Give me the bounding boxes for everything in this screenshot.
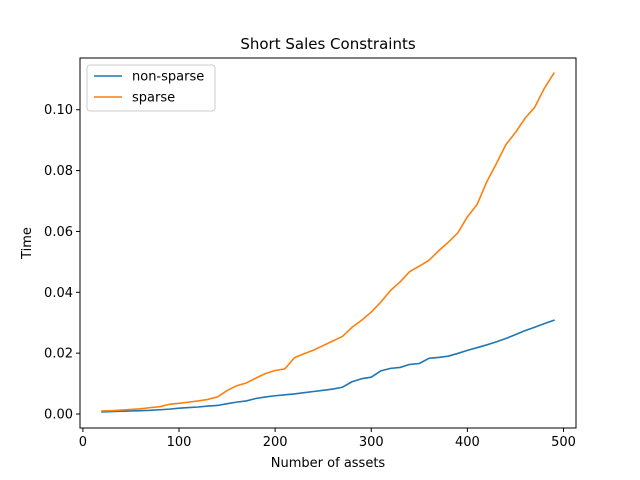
x-tick-label: 0 — [79, 435, 87, 450]
legend-label-sparse: sparse — [132, 91, 175, 106]
y-axis-ticks: 0.00 0.02 0.04 0.06 0.08 0.10 — [44, 103, 80, 423]
legend-label-non-sparse: non-sparse — [132, 70, 204, 85]
y-tick-label: 0.04 — [44, 286, 73, 301]
x-tick-label: 500 — [551, 435, 576, 450]
y-tick-label: 0.10 — [44, 103, 73, 118]
x-tick-label: 200 — [263, 435, 288, 450]
series-line-non-sparse — [101, 319, 555, 413]
series-line-sparse — [101, 72, 555, 412]
x-axis-label: Number of assets — [271, 456, 386, 471]
x-tick-label: 400 — [455, 435, 480, 450]
y-tick-label: 0.08 — [44, 164, 73, 179]
chart-title: Short Sales Constraints — [240, 35, 415, 53]
y-tick-label: 0.06 — [44, 225, 73, 240]
x-tick-label: 300 — [359, 435, 384, 450]
legend: non-sparse sparse — [86, 64, 216, 112]
x-axis-ticks: 0 100 200 300 400 500 — [79, 428, 576, 450]
y-axis-label: Time — [20, 227, 35, 260]
series-lines — [101, 72, 555, 413]
y-tick-label: 0.02 — [44, 347, 73, 362]
plot-frame — [79, 57, 577, 429]
x-tick-label: 100 — [167, 435, 192, 450]
y-tick-label: 0.00 — [44, 408, 73, 423]
